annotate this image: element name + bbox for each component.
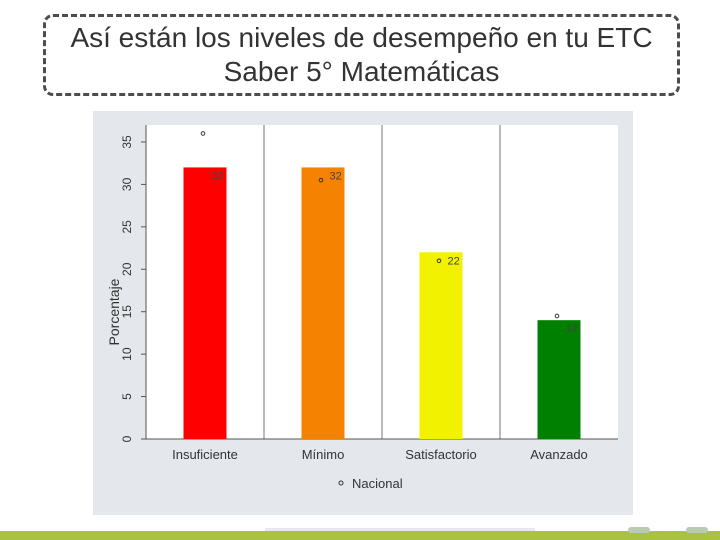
y-tick-label: 0 [120,435,134,442]
legend-label: Nacional [352,476,403,491]
x-tick-label: Satisfactorio [405,447,477,462]
slide-title-line-2: Saber 5° Matemáticas [223,56,500,87]
bar-value-label: 32 [330,170,342,182]
y-tick-label: 20 [120,262,134,276]
national-marker [554,313,560,319]
x-tick-label: Insuficiente [172,447,238,462]
footer-divider [265,528,535,531]
bar-value-label: 32 [212,170,224,182]
bar-value-label: 14 [566,323,578,335]
national-marker [436,258,442,264]
footer-marks [628,527,708,537]
slide-title-line-1: Así están los niveles de desempeño en tu… [70,22,653,53]
y-axis-title: Porcentaje [106,278,122,345]
slide-title-box: Así están los niveles de desempeño en tu… [43,14,680,96]
y-tick-label: 5 [120,393,134,400]
national-marker [200,131,206,136]
y-tick-label: 30 [120,177,134,191]
legend-marker [338,480,344,486]
y-tick-label: 35 [120,135,134,149]
national-marker [318,177,324,183]
bar-chart: 0 5 10 15 20 25 30 35 Porcentaje 32 Insuficiente 32… [93,111,633,515]
bar-insuficiente [183,167,227,439]
bar-satisfactorio [419,252,463,439]
bar-avanzado [537,320,581,439]
bar-mínimo [301,167,345,439]
footer-bar [0,531,720,540]
y-tick-label: 10 [120,347,134,361]
x-tick-label: Mínimo [302,447,345,462]
y-tick-label: 15 [120,305,134,319]
x-tick-label: Avanzado [530,447,588,462]
y-tick-label: 25 [120,220,134,234]
bar-value-label: 22 [448,255,460,267]
